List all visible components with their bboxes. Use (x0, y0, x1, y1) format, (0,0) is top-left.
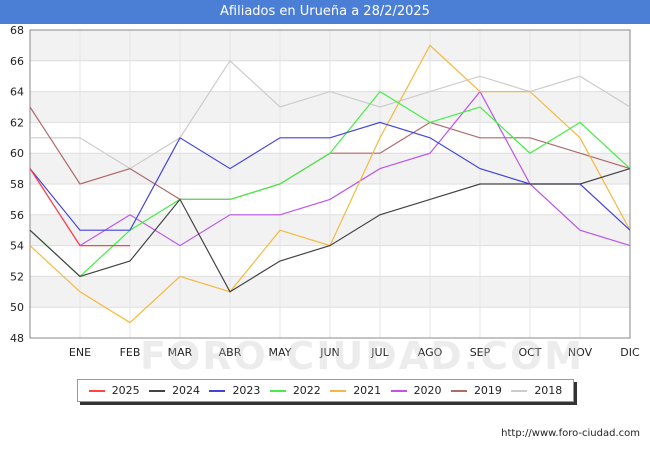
y-tick-label: 62 (10, 116, 24, 129)
y-tick-label: 56 (10, 209, 24, 222)
x-axis-ticks: ENE FEB MAR ABR MAY JUN JUL AGO SEP OCT NOV DIC (69, 346, 640, 359)
series-lines (29, 44, 631, 324)
x-tick-label: SEP (470, 346, 491, 359)
y-tick-label: 64 (10, 86, 24, 99)
y-tick-label: 48 (10, 332, 24, 345)
x-tick-label: MAR (168, 346, 193, 359)
y-tick-label: 50 (10, 301, 24, 314)
x-tick-label: FEB (120, 346, 141, 359)
legend-item-2023: 2023 (209, 384, 260, 397)
series-line-2025 (29, 168, 130, 247)
plot-frame (29, 29, 631, 339)
legend-label: 2024 (172, 384, 201, 397)
legend-label: 2018 (534, 384, 563, 397)
legend-swatch (149, 389, 166, 392)
chart-title: Afiliados en Urueña a 28/2/2025 (0, 0, 650, 24)
x-tick-label: MAY (269, 346, 292, 359)
y-tick-label: 60 (10, 147, 24, 160)
legend: 2025 2024 2023 2022 2021 2020 2019 2018 (77, 379, 574, 402)
legend-swatch (209, 389, 226, 392)
x-tick-label: ENE (69, 346, 91, 359)
x-tick-label: AGO (418, 346, 443, 359)
legend-label: 2022 (292, 384, 321, 397)
x-tick-label: JUL (370, 346, 389, 359)
x-tick-label: NOV (568, 346, 593, 359)
legend-label: 2020 (413, 384, 442, 397)
legend-swatch (390, 389, 407, 392)
y-tick-label: 66 (10, 55, 24, 68)
legend-swatch (330, 389, 347, 392)
legend-item-2024: 2024 (149, 384, 200, 397)
x-tick-label: DIC (620, 346, 640, 359)
legend-item-2021: 2021 (330, 384, 381, 397)
y-tick-label: 68 (10, 24, 24, 37)
legend-item-2020: 2020 (390, 384, 442, 397)
legend-label: 2023 (232, 384, 261, 397)
legend-item-2018: 2018 (511, 384, 562, 397)
series-line-2024 (29, 168, 631, 293)
legend-label: 2021 (353, 384, 382, 397)
legend-swatch (88, 389, 105, 392)
x-tick-label: ABR (219, 346, 242, 359)
x-tick-label: OCT (518, 346, 541, 359)
legend-swatch (269, 389, 286, 392)
source-url: http://www.foro-ciudad.com (501, 428, 640, 439)
x-tick-label: JUN (319, 346, 340, 359)
legend-item-2022: 2022 (269, 384, 321, 397)
y-axis-ticks: 48 50 52 54 56 58 60 62 64 66 68 (10, 24, 24, 345)
legend-item-2019: 2019 (450, 384, 502, 397)
legend-swatch (450, 389, 467, 392)
legend-swatch (511, 389, 528, 392)
legend-label: 2019 (473, 384, 502, 397)
watermark: FORO-CIUDAD.COM (140, 334, 585, 378)
y-tick-label: 58 (10, 178, 24, 191)
y-tick-label: 52 (10, 270, 24, 283)
legend-label: 2025 (111, 384, 140, 397)
legend-item-2025: 2025 (88, 384, 140, 397)
y-tick-label: 54 (10, 240, 24, 253)
